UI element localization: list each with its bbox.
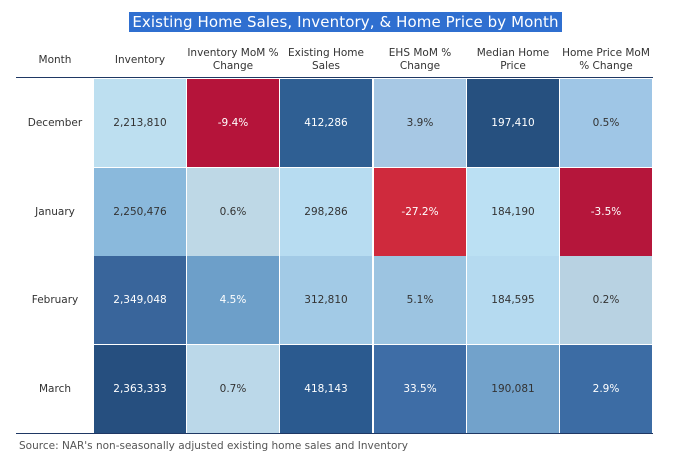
cell-march-existing-home-sales: 418,143 [280, 345, 372, 433]
cell-january-ehs-mom-pct-change: -27.2% [374, 168, 466, 256]
row-label-december: December [27, 117, 83, 129]
cell-december-median-home-price: 197,410 [467, 79, 559, 167]
cell-march-inventory: 2,363,333 [94, 345, 186, 433]
header-inventory-mom-pct-change: Inventory MoM % Change [187, 47, 279, 72]
header-median-home-price: Median Home Price [476, 47, 550, 72]
cell-january-inventory-mom-pct-change: 0.6% [187, 168, 279, 256]
cell-december-inventory-mom-pct-change: -9.4% [187, 79, 279, 167]
cell-january-existing-home-sales: 298,286 [280, 168, 372, 256]
cell-january-inventory: 2,250,476 [94, 168, 186, 256]
row-label-january: January [35, 206, 75, 218]
cell-december-existing-home-sales: 412,286 [280, 79, 372, 167]
cell-february-median-home-price: 184,595 [467, 256, 559, 344]
cell-december-inventory: 2,213,810 [94, 79, 186, 167]
header-month: Month [38, 53, 72, 66]
cell-january-median-home-price: 184,190 [467, 168, 559, 256]
cell-december-home-price-mom-pct-change: 0.5% [560, 79, 652, 167]
cell-march-home-price-mom-pct-change: 2.9% [560, 345, 652, 433]
cell-february-ehs-mom-pct-change: 5.1% [374, 256, 466, 344]
cell-march-ehs-mom-pct-change: 33.5% [374, 345, 466, 433]
cell-february-inventory-mom-pct-change: 4.5% [187, 256, 279, 344]
cell-march-inventory-mom-pct-change: 0.7% [187, 345, 279, 433]
header-existing-home-sales: Existing Home Sales [288, 47, 364, 72]
header-ehs-mom-pct-change: EHS MoM % Change [388, 47, 452, 72]
cell-february-home-price-mom-pct-change: 0.2% [560, 256, 652, 344]
cell-december-ehs-mom-pct-change: 3.9% [374, 79, 466, 167]
row-label-march: March [38, 383, 71, 395]
header-divider [16, 77, 653, 78]
chart-title: Existing Home Sales, Inventory, & Home P… [129, 12, 562, 32]
cell-february-existing-home-sales: 312,810 [280, 256, 372, 344]
cell-march-median-home-price: 190,081 [467, 345, 559, 433]
table-bottom-border [16, 433, 653, 434]
cell-february-inventory: 2,349,048 [94, 256, 186, 344]
header-inventory: Inventory [114, 53, 166, 66]
cell-january-home-price-mom-pct-change: -3.5% [560, 168, 652, 256]
row-label-february: February [31, 294, 79, 306]
source-note: Source: NAR's non-seasonally adjusted ex… [19, 440, 408, 452]
chart-title-wrap: Existing Home Sales, Inventory, & Home P… [0, 12, 691, 32]
header-home-price-mom-pct-change: Home Price MoM % Change [562, 47, 650, 72]
